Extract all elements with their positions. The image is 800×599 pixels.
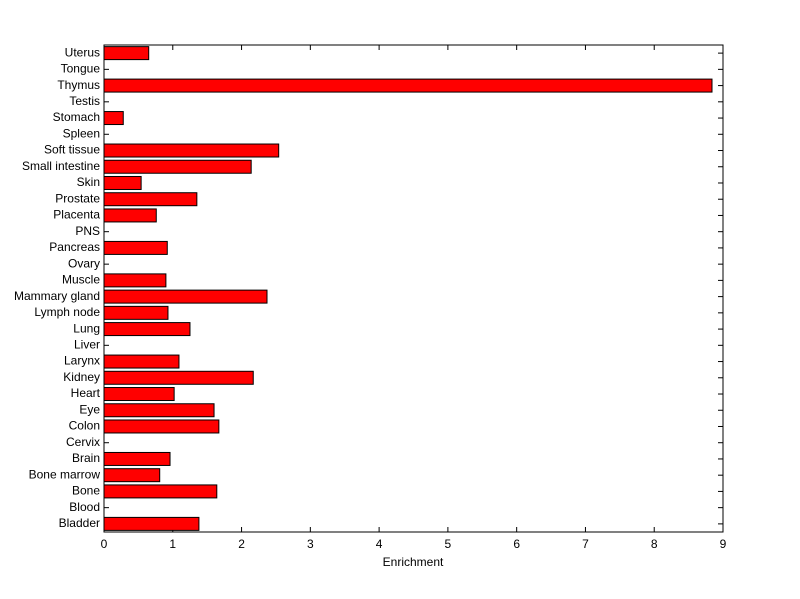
y-tick-label: Brain bbox=[72, 451, 100, 465]
y-tick-label: Heart bbox=[71, 386, 101, 400]
x-tick-label: 6 bbox=[513, 537, 520, 551]
y-tick-label: Spleen bbox=[63, 126, 100, 140]
bar bbox=[103, 78, 713, 93]
bar bbox=[103, 111, 124, 126]
y-tick-label: Tongue bbox=[61, 62, 101, 76]
bar bbox=[103, 46, 150, 61]
bar bbox=[103, 451, 171, 466]
bar bbox=[103, 354, 180, 369]
x-tick-label: 7 bbox=[582, 537, 589, 551]
bar bbox=[103, 305, 169, 320]
x-tick-label: 3 bbox=[307, 537, 314, 551]
y-tick-label: Stomach bbox=[53, 110, 100, 124]
bar bbox=[103, 175, 142, 190]
plot-frame bbox=[103, 44, 724, 533]
bar bbox=[103, 419, 220, 434]
y-tick-label: PNS bbox=[75, 224, 100, 238]
bar bbox=[103, 159, 252, 174]
y-tick-label: Liver bbox=[74, 337, 100, 351]
bar bbox=[103, 289, 268, 304]
y-tick-label: Bone marrow bbox=[29, 467, 101, 481]
y-tick-label: Ovary bbox=[68, 256, 100, 270]
x-tick-label: 0 bbox=[101, 537, 108, 551]
bar bbox=[103, 143, 280, 158]
y-tick-label: Lymph node bbox=[34, 305, 100, 319]
bar bbox=[103, 240, 168, 255]
y-tick-label: Skin bbox=[77, 175, 100, 189]
y-tick-label: Soft tissue bbox=[44, 143, 100, 157]
y-tick-label: Small intestine bbox=[22, 159, 100, 173]
y-tick-label: Pancreas bbox=[49, 240, 100, 254]
y-tick-label: Mammary gland bbox=[14, 289, 100, 303]
y-tick-label: Placenta bbox=[53, 208, 100, 222]
x-tick-label: 2 bbox=[238, 537, 245, 551]
bar bbox=[103, 403, 215, 418]
bar bbox=[103, 322, 191, 337]
bar bbox=[103, 273, 167, 288]
x-tick-label: 9 bbox=[720, 537, 727, 551]
bar bbox=[103, 192, 198, 207]
bar bbox=[103, 370, 254, 385]
bar bbox=[103, 208, 157, 223]
y-tick-label: Uterus bbox=[65, 45, 100, 59]
y-tick-label: Colon bbox=[69, 419, 100, 433]
x-tick-label: 1 bbox=[169, 537, 176, 551]
y-tick-label: Bone bbox=[72, 484, 100, 498]
y-tick-label: Prostate bbox=[55, 191, 100, 205]
bar bbox=[103, 516, 200, 531]
y-tick-label: Bladder bbox=[59, 516, 100, 530]
bar bbox=[103, 468, 161, 483]
x-tick-label: 8 bbox=[651, 537, 658, 551]
y-tick-label: Eye bbox=[79, 402, 100, 416]
y-tick-label: Larynx bbox=[64, 354, 100, 368]
y-tick-label: Blood bbox=[69, 500, 100, 514]
bar bbox=[103, 387, 175, 402]
x-tick-label: 4 bbox=[376, 537, 383, 551]
y-tick-label: Testis bbox=[69, 94, 100, 108]
y-tick-label: Thymus bbox=[57, 78, 100, 92]
bar bbox=[103, 484, 218, 499]
x-tick-label: 5 bbox=[445, 537, 452, 551]
y-tick-label: Muscle bbox=[62, 273, 100, 287]
y-tick-label: Kidney bbox=[63, 370, 100, 384]
y-tick-label: Lung bbox=[73, 321, 100, 335]
x-axis-label: Enrichment bbox=[383, 555, 444, 569]
y-tick-label: Cervix bbox=[66, 435, 100, 449]
